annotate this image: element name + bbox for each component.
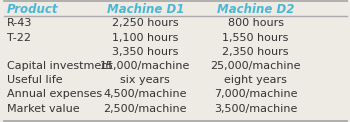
Text: Machine D2: Machine D2	[217, 3, 294, 16]
Text: 3,500/machine: 3,500/machine	[214, 104, 297, 114]
Text: eight years: eight years	[224, 75, 287, 85]
Text: 4,500/machine: 4,500/machine	[104, 89, 187, 99]
Text: Capital investment: Capital investment	[7, 61, 113, 71]
Text: Machine D1: Machine D1	[106, 3, 184, 16]
Text: six years: six years	[120, 75, 170, 85]
Text: Useful life: Useful life	[7, 75, 63, 85]
Text: 1,550 hours: 1,550 hours	[222, 33, 289, 43]
Text: 2,250 hours: 2,250 hours	[112, 18, 178, 28]
Text: 15,000/machine: 15,000/machine	[100, 61, 190, 71]
Text: 7,000/machine: 7,000/machine	[214, 89, 297, 99]
Text: Product: Product	[7, 3, 58, 16]
Text: 800 hours: 800 hours	[228, 18, 284, 28]
Text: 3,350 hours: 3,350 hours	[112, 47, 178, 57]
Text: 1,100 hours: 1,100 hours	[112, 33, 178, 43]
Text: 2,500/machine: 2,500/machine	[104, 104, 187, 114]
Text: 25,000/machine: 25,000/machine	[210, 61, 301, 71]
Text: Annual expenses: Annual expenses	[7, 89, 102, 99]
Text: 2,350 hours: 2,350 hours	[222, 47, 289, 57]
Text: T-22: T-22	[7, 33, 31, 43]
Text: R-43: R-43	[7, 18, 32, 28]
Text: Market value: Market value	[7, 104, 80, 114]
